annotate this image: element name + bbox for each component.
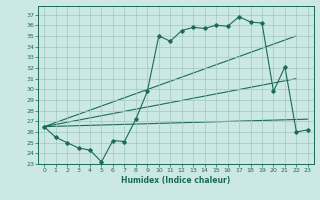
X-axis label: Humidex (Indice chaleur): Humidex (Indice chaleur) [121, 176, 231, 185]
